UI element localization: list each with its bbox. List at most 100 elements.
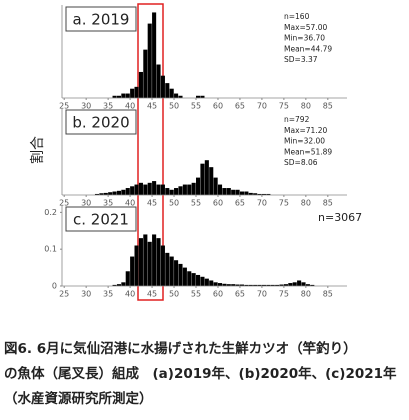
bar — [143, 184, 148, 195]
bar — [156, 238, 161, 286]
bar — [191, 273, 196, 286]
bar — [217, 283, 223, 286]
bar — [261, 193, 267, 195]
bar — [174, 188, 179, 195]
bar — [217, 184, 223, 195]
panel-title: a. 2019 — [73, 11, 130, 29]
stat-label: n=3067 — [318, 211, 362, 224]
x-tick-label: 30 — [81, 199, 91, 208]
panel-title: b. 2020 — [72, 114, 129, 132]
bar — [292, 282, 297, 286]
x-tick-label: 50 — [169, 290, 179, 299]
bar — [116, 284, 122, 286]
bar — [253, 193, 258, 195]
bar — [239, 284, 245, 286]
x-tick-label: 85 — [323, 290, 333, 299]
bar — [253, 284, 258, 286]
bar — [200, 95, 205, 98]
bar — [143, 49, 148, 98]
bar — [178, 263, 183, 286]
y-axis-label: 割合 — [29, 136, 46, 164]
bar — [283, 284, 288, 286]
bar — [169, 189, 174, 195]
bar — [310, 284, 315, 286]
x-tick-label: 65 — [235, 102, 245, 111]
bar — [200, 163, 205, 195]
bar — [125, 93, 130, 98]
bar — [239, 191, 245, 195]
bar — [121, 189, 126, 195]
bar — [191, 182, 196, 195]
x-tick-label: 30 — [81, 290, 91, 299]
x-tick-label: 35 — [103, 199, 113, 208]
stat-label: Max=57.00 — [284, 23, 327, 32]
caption-line: 図6. 6月に気仙沼港に水揚げされた生鮮カツオ（竿釣り） — [4, 341, 357, 357]
bar — [196, 177, 201, 195]
bar — [165, 252, 170, 286]
bar — [116, 95, 122, 98]
x-tick-label: 55 — [191, 102, 201, 111]
bar — [152, 234, 157, 286]
x-tick-label: 60 — [213, 102, 223, 111]
bar — [213, 177, 218, 195]
bar — [178, 95, 183, 98]
bar — [200, 276, 205, 286]
x-tick-label: 65 — [235, 290, 245, 299]
bar — [279, 284, 284, 286]
x-tick-label: 70 — [257, 102, 267, 111]
bar — [266, 284, 271, 286]
stat-label: n=792 — [284, 115, 310, 124]
bar — [130, 88, 135, 98]
bar — [226, 284, 231, 286]
x-tick-label: 70 — [257, 199, 267, 208]
bar — [134, 86, 139, 98]
stat-label: n=160 — [284, 12, 310, 21]
bar — [160, 75, 165, 98]
bar — [138, 238, 143, 286]
bar — [112, 191, 117, 195]
bar — [257, 193, 262, 195]
x-tick-label: 70 — [257, 290, 267, 299]
bar — [138, 182, 143, 195]
x-tick-label: 25 — [59, 102, 69, 111]
bar — [143, 234, 148, 286]
bar — [174, 260, 179, 286]
x-tick-label: 30 — [81, 102, 91, 111]
bar — [226, 188, 231, 195]
bar — [156, 64, 161, 98]
stat-label: SD=3.37 — [284, 55, 318, 64]
figure: 25 30 35 40 45 50 55 60 65 70 75 80 85 a. 2019 n=160 Ma… — [29, 3, 362, 301]
bar — [112, 95, 117, 98]
bar — [121, 93, 126, 98]
bar — [125, 271, 130, 286]
bar — [130, 256, 135, 286]
x-tick-label: 50 — [169, 199, 179, 208]
x-tick-label: 25 — [59, 199, 69, 208]
x-tick-label: 45 — [147, 102, 157, 111]
bar — [182, 184, 187, 195]
bar — [108, 192, 113, 195]
bar — [244, 191, 249, 195]
x-tick-label: 85 — [323, 199, 333, 208]
x-tick-label: 40 — [125, 102, 135, 111]
y-tick-label: 0 — [52, 282, 57, 291]
bar — [182, 267, 187, 286]
x-tick-label: 75 — [279, 102, 289, 111]
caption-line: の魚体（尾叉長）組成 (a)2019年、(b)2020年、(c)2021年 — [4, 366, 397, 382]
bar — [134, 184, 139, 195]
bar — [248, 284, 253, 286]
bar — [187, 184, 192, 195]
bar — [196, 95, 201, 98]
x-tick-label: 80 — [301, 290, 311, 299]
x-tick-label: 55 — [191, 290, 201, 299]
x-tick-label: 35 — [103, 290, 113, 299]
bar — [134, 245, 139, 286]
panel-title: c. 2021 — [73, 211, 129, 229]
x-tick-label: 75 — [279, 199, 289, 208]
caption-line: （水産資源研究所測定） — [4, 391, 153, 407]
bar — [152, 181, 157, 195]
bar — [121, 282, 126, 286]
bar — [165, 188, 170, 195]
bar — [169, 256, 174, 286]
bar — [174, 93, 179, 98]
